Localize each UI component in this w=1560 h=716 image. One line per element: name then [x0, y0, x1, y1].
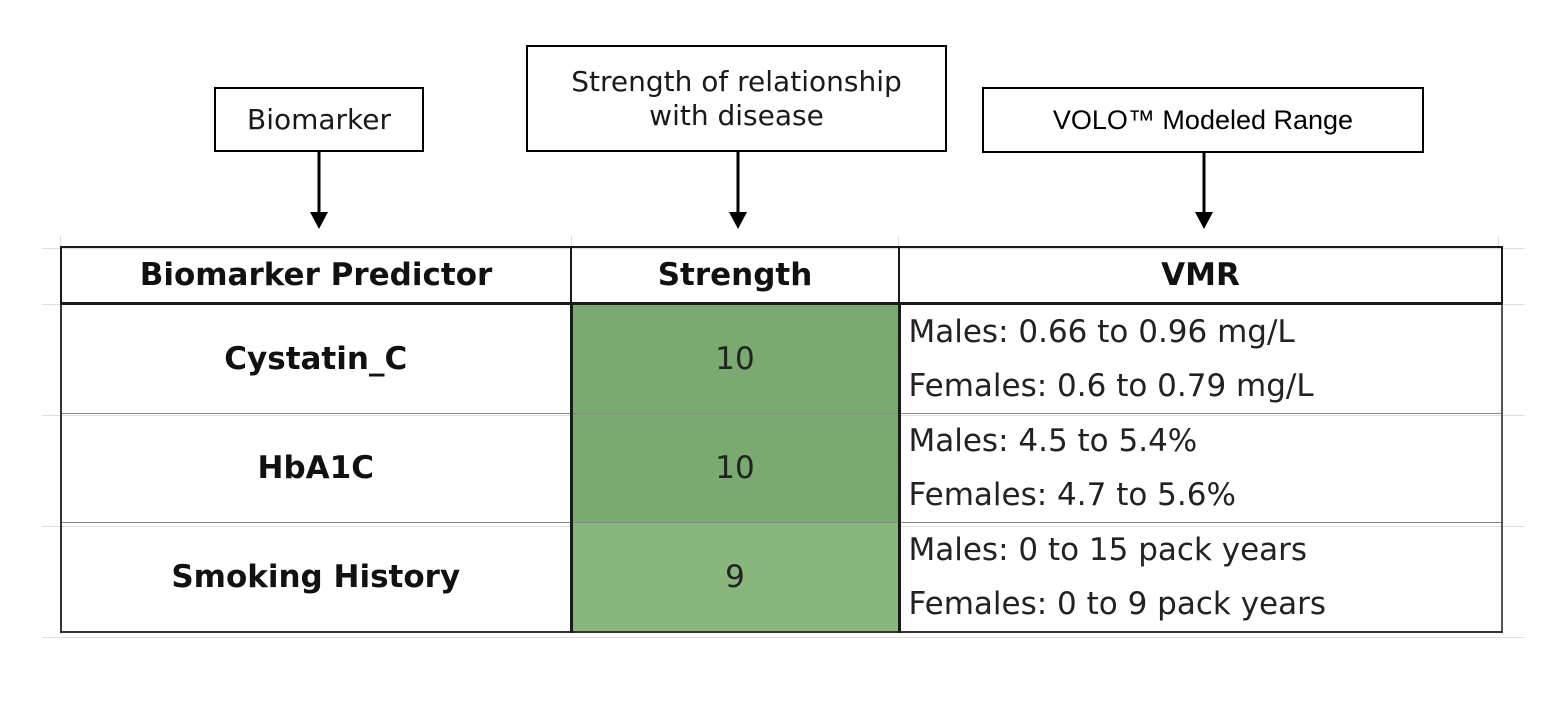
strength-cell: 9 — [569, 522, 901, 633]
callout-biomarker: Biomarker — [214, 87, 424, 152]
arrow-vmr — [1195, 153, 1213, 229]
gridline — [1498, 236, 1499, 250]
strength-cell: 10 — [569, 303, 901, 414]
callout-vmr: VOLO™ Modeled Range — [982, 87, 1424, 153]
table-row: Smoking History 9 Males: 0 to 15 pack ye… — [60, 522, 1503, 633]
callout-biomarker-label: Biomarker — [246, 102, 392, 136]
callout-strength-label: Strength of relationship with disease — [571, 64, 902, 132]
gridline — [60, 236, 61, 250]
vmr-females: Females: 4.7 to 5.6% — [908, 477, 1236, 513]
vmr-cell: Males: 0.66 to 0.96 mg/L Females: 0.6 to… — [898, 303, 1503, 414]
table-header-row: Biomarker Predictor Strength VMR — [60, 246, 1503, 305]
table-row: Cystatin_C 10 Males: 0.66 to 0.96 mg/L F… — [60, 303, 1503, 414]
vmr-males: Males: 0.66 to 0.96 mg/L — [908, 314, 1295, 350]
gridline — [571, 236, 572, 250]
arrow-biomarker — [310, 152, 328, 229]
table-row: HbA1C 10 Males: 4.5 to 5.4% Females: 4.7… — [60, 413, 1503, 523]
callout-strength: Strength of relationship with disease — [526, 45, 947, 152]
predictor-cell: Smoking History — [60, 522, 572, 633]
predictor-cell: Cystatin_C — [60, 303, 572, 414]
header-vmr: VMR — [898, 246, 1503, 305]
vmr-cell: Males: 4.5 to 5.4% Females: 4.7 to 5.6% — [898, 413, 1503, 523]
vmr-cell: Males: 0 to 15 pack years Females: 0 to … — [898, 522, 1503, 633]
gridline — [42, 637, 1524, 638]
strength-cell: 10 — [569, 413, 901, 523]
callout-vmr-label: VOLO™ Modeled Range — [1052, 104, 1354, 135]
arrow-strength — [729, 152, 747, 229]
predictor-cell: HbA1C — [60, 413, 572, 523]
vmr-males: Males: 4.5 to 5.4% — [908, 423, 1198, 459]
header-biomarker-predictor: Biomarker Predictor — [60, 246, 572, 305]
gridline — [898, 236, 899, 250]
header-strength: Strength — [570, 246, 900, 305]
vmr-females: Females: 0.6 to 0.79 mg/L — [908, 368, 1314, 404]
biomarker-table: Biomarker Predictor Strength VMR Cystati… — [60, 246, 1503, 633]
vmr-males: Males: 0 to 15 pack years — [908, 532, 1308, 568]
vmr-females: Females: 0 to 9 pack years — [908, 586, 1327, 622]
